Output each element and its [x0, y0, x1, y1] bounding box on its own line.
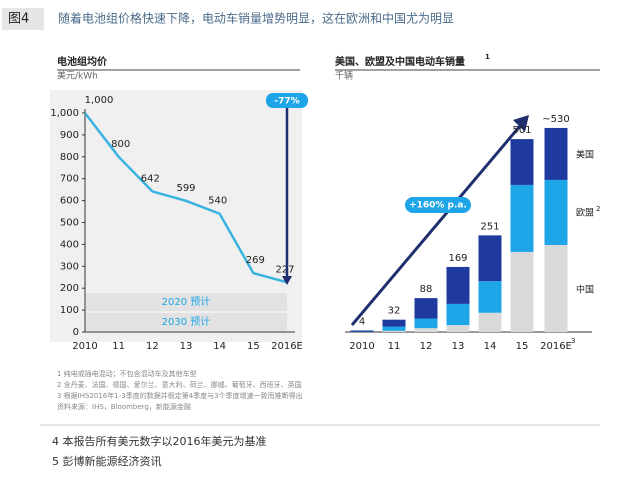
annotation: 2030 预计 — [162, 315, 211, 328]
right-chart-subtitle: 千辆 — [335, 70, 353, 82]
value-label: 1,000 — [85, 95, 114, 106]
y-tick-label: 400 — [60, 239, 79, 250]
x-tick-label: 11 — [112, 341, 125, 352]
x-tick-label: 2010 — [349, 341, 374, 352]
bar-segment — [350, 330, 374, 332]
y-tick-label: 800 — [60, 152, 79, 163]
legend-label: 美国 — [576, 149, 594, 161]
legend-label: 欧盟 — [576, 207, 594, 219]
value-label: 227 — [275, 264, 294, 275]
bar-segment — [478, 235, 502, 282]
bar-segment — [478, 281, 502, 313]
x-tick-label: 11 — [388, 341, 401, 352]
y-tick-label: 200 — [60, 283, 79, 294]
bar-segment — [510, 139, 534, 185]
total-label: 251 — [480, 221, 499, 232]
x-tick-label: 15 — [247, 341, 260, 352]
bar-segment — [382, 319, 406, 327]
arrow-head — [513, 115, 529, 132]
x-tick-note: 3 — [571, 337, 575, 345]
y-tick-label: 700 — [60, 174, 79, 185]
total-label: 501 — [512, 125, 531, 136]
left-chart-subtitle: 美元/kWh — [57, 70, 98, 82]
y-tick-label: 1,000 — [50, 108, 79, 119]
figure-label-box — [2, 8, 44, 30]
arrow-head — [282, 276, 292, 285]
value-label: 642 — [141, 173, 160, 184]
bar-segment — [414, 328, 438, 332]
forecast-band — [86, 293, 287, 311]
value-label: 269 — [246, 255, 265, 266]
value-label: 800 — [111, 139, 130, 150]
figure-label: 图4 — [8, 12, 29, 27]
bar-segment — [478, 312, 502, 332]
legend-label: 中国 — [576, 284, 594, 296]
bar-segment — [414, 298, 438, 319]
total-label: 88 — [420, 284, 433, 295]
bar-segment — [544, 244, 568, 332]
header-title: 随着电池组价格快速下降，电动车销量增势明显，这在欧洲和中国尤为明显 — [58, 11, 454, 26]
bar-segment — [414, 318, 438, 329]
y-tick-label: 900 — [60, 130, 79, 141]
note: 5 彭博新能源经济资讯 — [52, 454, 162, 468]
bar-segment — [544, 179, 568, 245]
bar-segment — [544, 127, 568, 180]
x-tick-label: 13 — [452, 341, 465, 352]
note: 4 本报告所有美元数字以2016年美元为基准 — [52, 434, 267, 448]
forecast-band — [86, 313, 287, 331]
value-label: 599 — [176, 183, 195, 194]
bar-segment — [382, 326, 406, 331]
annotation-box — [266, 93, 308, 108]
footnote: 2 含丹麦、法国、德国、爱尔兰、意大利、荷兰、挪威、葡萄牙、西班牙、英国 — [57, 380, 302, 389]
legend-note: 2 — [596, 205, 600, 213]
footnote: 1 纯电或插电混动；不包含混动车及其他车型 — [57, 369, 197, 378]
right-title-note: 1 — [485, 53, 490, 61]
price-line — [84, 112, 288, 284]
x-tick-label: 2010 — [72, 341, 97, 352]
bar-segment — [510, 184, 534, 252]
y-tick-label: 600 — [60, 196, 79, 207]
x-tick-label: 13 — [180, 341, 193, 352]
left-chart-title: 电池组均价 — [57, 55, 108, 68]
total-label: 169 — [448, 253, 467, 264]
y-tick-label: 500 — [60, 218, 79, 229]
x-tick-label: 12 — [420, 341, 433, 352]
bar-segment — [446, 266, 470, 304]
annotation-box — [405, 197, 471, 213]
x-tick-label: 12 — [146, 341, 159, 352]
total-label: ~530 — [542, 114, 569, 125]
y-tick-label: 100 — [60, 305, 79, 316]
right-chart-title: 美国、欧盟及中国电动车销量 — [335, 55, 465, 68]
bar-segment — [382, 330, 406, 332]
annotation: +160% p.a. — [409, 201, 467, 211]
footnote: 资料来源：IHS，Bloomberg，新能源金融 — [57, 402, 191, 411]
bar-segment — [446, 303, 470, 326]
total-label: 4 — [359, 316, 365, 327]
total-label: 32 — [388, 306, 401, 317]
x-tick-label: 2016E — [271, 341, 303, 352]
value-label: 540 — [208, 196, 227, 207]
annotation: 2020 预计 — [162, 295, 211, 308]
bar-segment — [510, 251, 534, 332]
y-tick-label: 0 — [73, 327, 79, 338]
footnote: 3 根据IHS2016年1-3季度的数据并假定第4季度与3个季度增速一致而推断得… — [57, 391, 303, 400]
x-tick-label: 15 — [516, 341, 529, 352]
annotation: -77% — [274, 97, 299, 107]
x-tick-label: 14 — [484, 341, 497, 352]
x-tick-label: 14 — [213, 341, 226, 352]
y-tick-label: 300 — [60, 261, 79, 272]
bar-segment — [446, 325, 470, 332]
growth-arrow — [350, 125, 522, 326]
x-tick-label: 2016E — [540, 341, 572, 352]
